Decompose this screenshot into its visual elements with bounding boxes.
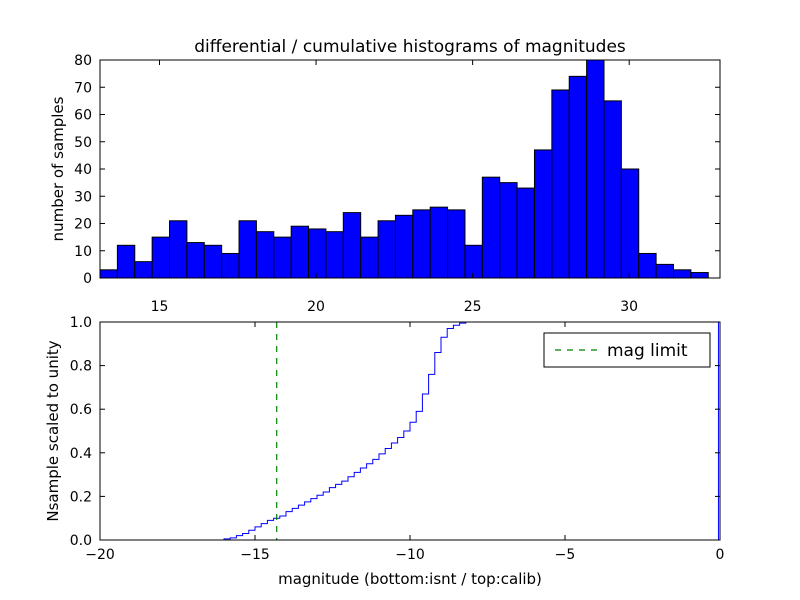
bottom-y-axis-label: Nsample scaled to unity [44,340,62,521]
histogram-bar [481,176,501,279]
histogram-bar [516,187,535,279]
histogram-bar [655,263,674,279]
y-tick-label: 20 [74,217,92,233]
y-tick-label: 10 [74,244,92,260]
x-tick-label: −10 [395,547,425,563]
histogram-bar [412,209,431,279]
y-tick-label: 50 [74,135,92,151]
histogram-bar [447,209,466,279]
y-tick-label: 0 [83,271,92,287]
x-tick-label: 30 [620,299,638,315]
histogram-bar [99,269,118,279]
x-tick-label: −5 [555,547,576,563]
y-tick-label: 40 [74,162,92,178]
histogram-bar [203,244,223,279]
differential-histogram-chart: differential / cumulative histograms of … [49,37,721,315]
y-tick-label: 0.6 [70,402,92,418]
y-tick-label: 30 [74,189,92,205]
histogram-bar [377,220,396,279]
histogram-bar [134,261,153,279]
top-x-ticks: 15 20 25 30 [151,60,638,315]
y-tick-label: 0.8 [70,359,92,375]
y-tick-label: 1.0 [70,315,92,331]
histogram-bar [673,269,692,279]
histogram-bar [464,244,483,279]
histogram-bar [394,214,414,279]
bottom-x-axis-label: magnitude (bottom:isnt / top:calib) [278,570,542,588]
x-tick-label: −15 [240,547,270,563]
histogram-bar [499,182,518,279]
histogram-bar [186,242,205,279]
histogram-bar [116,244,136,279]
histogram-bar [620,168,640,279]
x-tick-label: 25 [464,299,482,315]
histogram-bar [342,212,362,279]
histogram-bar [221,252,240,279]
legend-mag-limit-label: mag limit [607,341,688,361]
histogram-bar [360,236,379,279]
y-tick-label: 80 [74,53,92,69]
histogram-bar [690,272,709,279]
histogram-bar [429,206,449,279]
histogram-bar [325,231,344,279]
histogram-bar [638,252,657,279]
y-tick-label: 0.4 [70,446,92,462]
histogram-bar [169,220,188,279]
histogram-bar [290,225,310,279]
histogram-bar [273,236,292,279]
x-tick-label: 20 [307,299,325,315]
bottom-y-ticks: 0.0 0.2 0.4 0.6 0.8 1.0 [70,315,720,549]
cumulative-histogram-chart: −20 −15 −10 −5 0 0.0 0.2 0.4 0.6 0.8 1.0 magnitud… [44,315,724,588]
histogram-bar [238,220,257,279]
histogram-bar [603,100,622,279]
histogram-bar [533,149,553,279]
histogram-bar [308,228,327,279]
histogram-bar [568,75,588,279]
bottom-x-ticks: −20 −15 −10 −5 0 [85,322,724,563]
y-tick-label: 0.2 [70,489,92,505]
cumulative-step-line [100,321,719,541]
histogram-bar [551,89,570,279]
legend: mag limit [543,332,711,368]
x-tick-label: 15 [151,299,169,315]
y-tick-label: 70 [74,80,92,96]
y-tick-label: 0.0 [70,533,92,549]
top-y-axis-label: number of samples [49,96,67,241]
chart-title: differential / cumulative histograms of … [194,37,626,57]
top-y-ticks: 0 10 20 30 40 50 60 70 80 [74,53,720,287]
histogram-bar [586,59,605,279]
histogram-bars [99,59,709,279]
histogram-bar [255,231,275,279]
histogram-bar [151,236,171,279]
x-tick-label: −20 [85,547,115,563]
x-tick-label: 0 [716,547,725,563]
y-tick-label: 60 [74,108,92,124]
